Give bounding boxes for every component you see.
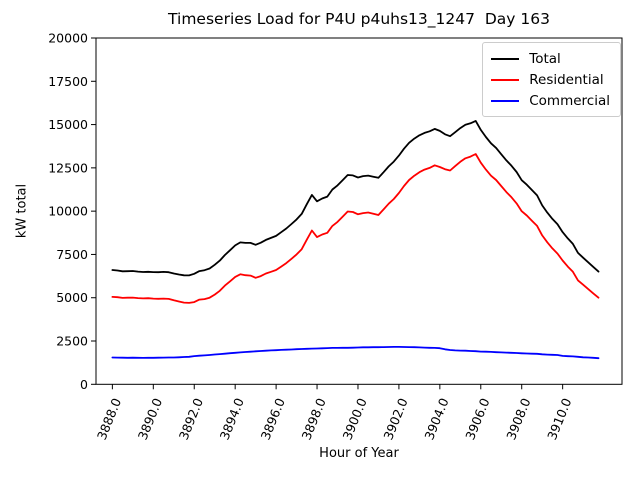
total-line (111, 120, 600, 277)
x-tick-label: 3908.0 (503, 396, 533, 442)
y-tick-label: 12500 (48, 160, 88, 175)
y-tick-label: 7500 (56, 247, 88, 262)
y-axis-label: kW total (14, 183, 30, 239)
x-axis-label: Hour of Year (319, 446, 399, 461)
legend-line-sample (491, 57, 520, 60)
x-tick-label: 3904.0 (421, 396, 451, 442)
y-tick-label: 15000 (48, 117, 88, 132)
y-tick-label: 10000 (48, 204, 88, 219)
x-tick-label: 3910.0 (544, 396, 574, 442)
residential-line (111, 153, 600, 304)
x-tick-label: 3898.0 (299, 396, 329, 442)
y-tick-label: 20000 (48, 31, 88, 46)
chart-title: Timeseries Load for P4U p4uhs13_1247 Day… (168, 10, 550, 28)
x-tick-label: 3896.0 (258, 396, 288, 442)
y-tick-label: 17500 (48, 74, 88, 89)
x-tick-label: 3890.0 (135, 396, 165, 442)
legend-label: Total (529, 50, 561, 67)
legend-entry: Total (491, 48, 610, 69)
legend-label: Residential (529, 71, 604, 88)
x-tick-label: 3906.0 (462, 396, 492, 442)
legend-label: Commercial (529, 92, 610, 109)
y-tick-label: 2500 (56, 334, 88, 349)
x-tick-label: 3894.0 (217, 396, 247, 442)
legend-line-sample (491, 78, 520, 81)
legend-line-sample (491, 99, 520, 102)
legend: Total Residential Commercial (482, 42, 621, 117)
y-tick-label: 0 (80, 377, 88, 392)
legend-entry: Residential (491, 69, 610, 90)
legend-entry: Commercial (491, 90, 610, 111)
x-tick-label: 3900.0 (339, 396, 369, 442)
x-tick-label: 3902.0 (380, 396, 410, 442)
x-tick-label: 3892.0 (176, 396, 206, 442)
commercial-line (111, 345, 600, 360)
axes-frame (95, 37, 623, 385)
y-tick-label: 5000 (56, 290, 88, 305)
x-tick-label: 3888.0 (94, 396, 124, 442)
